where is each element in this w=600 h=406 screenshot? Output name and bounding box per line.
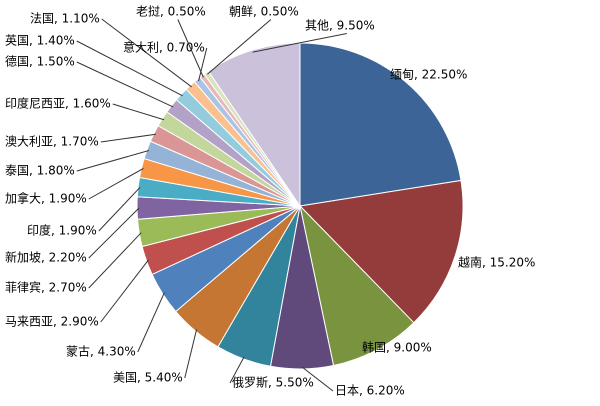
pie-slice — [299, 42, 462, 207]
data-label: 俄罗斯, 5.50% — [232, 376, 314, 390]
data-label: 印度尼西亚, 1.60% — [5, 96, 111, 111]
pie-slice — [299, 204, 415, 367]
data-label: 菲律宾, 2.70% — [5, 280, 87, 295]
leader-line — [184, 329, 198, 379]
data-label: 美国, 5.40% — [113, 371, 183, 385]
leader-line — [137, 292, 165, 353]
data-label: 韩国, 9.00% — [362, 340, 432, 355]
leader-line — [98, 186, 141, 232]
leader-line — [88, 232, 142, 289]
data-label: 新加坡, 2.20% — [5, 250, 87, 265]
data-label: 老挝, 0.50% — [136, 5, 206, 19]
data-label: 朝鲜, 0.50% — [229, 5, 299, 19]
leader-line — [88, 207, 140, 259]
data-label: 越南, 15.20% — [458, 255, 535, 270]
leader-line — [76, 150, 150, 172]
leader-line — [88, 167, 144, 200]
data-label: 德国, 1.50% — [5, 54, 75, 69]
leader-line — [76, 61, 174, 108]
data-label: 泰国, 1.80% — [5, 164, 75, 178]
pie-slice — [298, 179, 464, 324]
data-label: 马来西亚, 2.90% — [5, 315, 99, 329]
data-label: 意大利, 0.70% — [123, 40, 205, 55]
leader-line — [76, 40, 183, 97]
leader-line — [100, 259, 149, 323]
data-label: 英国, 1.40% — [5, 34, 75, 48]
data-label: 加拿大, 1.90% — [5, 191, 87, 206]
leader-line — [100, 133, 156, 143]
data-label: 缅甸, 22.50% — [390, 68, 467, 82]
leader-line — [301, 366, 334, 392]
data-label: 澳大利亚, 1.70% — [5, 135, 99, 149]
leader-line — [101, 18, 192, 88]
leader-line — [112, 103, 165, 121]
data-label: 法国, 1.10% — [30, 12, 100, 26]
leader-line — [207, 19, 272, 75]
data-label: 其他, 9.50% — [305, 19, 375, 33]
leader-line — [229, 356, 245, 384]
data-label: 蒙古, 4.30% — [66, 344, 136, 359]
leader-line — [177, 19, 204, 78]
data-label: 日本, 6.20% — [335, 384, 405, 398]
leader-line — [198, 47, 208, 82]
data-label: 印度, 1.90% — [27, 223, 97, 238]
leader-line — [252, 33, 347, 53]
